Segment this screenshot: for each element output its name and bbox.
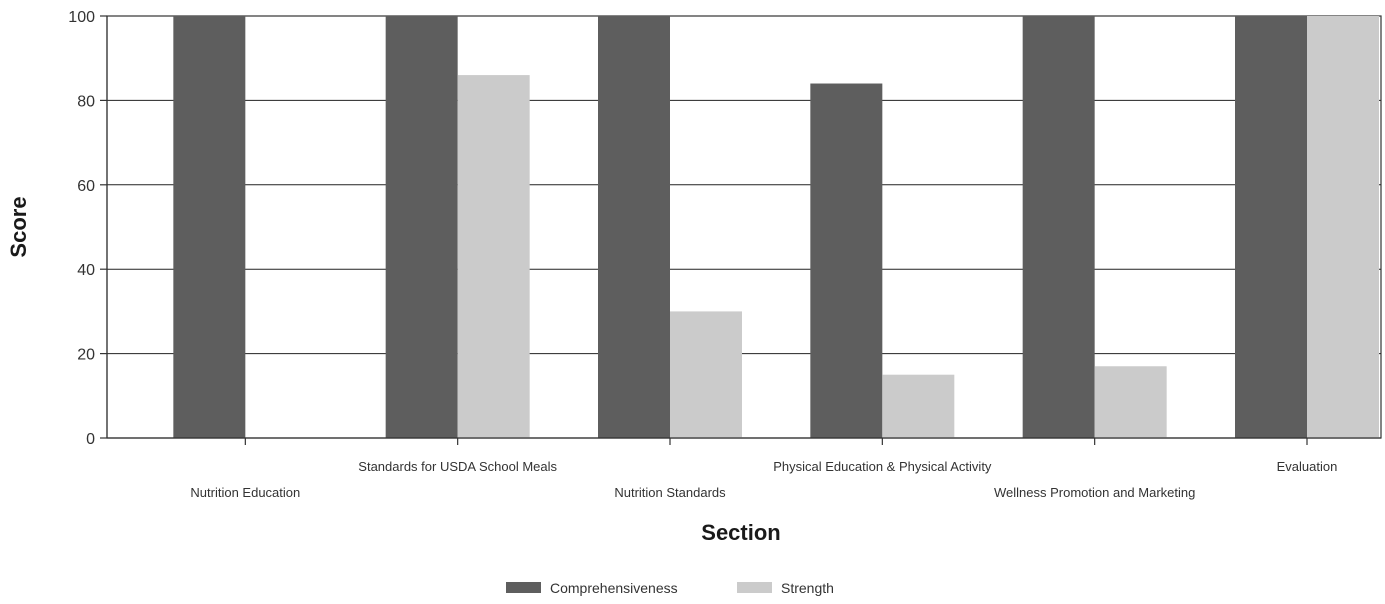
x-tick-label-1: Standards for USDA School Meals [358,459,557,474]
bar-strength-1 [457,75,530,438]
bar-strength-2 [670,311,742,438]
legend-label-comprehensiveness: Comprehensiveness [550,580,678,596]
y-tick-label-80: 80 [77,93,95,110]
x-tick-label-2: Nutrition Standards [614,485,726,500]
bar-comprehensiveness-2 [598,16,670,438]
y-tick-label-100: 100 [68,9,95,26]
bar-comprehensiveness-0 [173,16,246,438]
bar-strength-3 [882,374,955,438]
y-tick-label-60: 60 [77,178,95,195]
y-axis-ticks: 0 20 40 60 80 100 [68,9,107,448]
x-axis-title: Section [701,520,780,545]
bar-comprehensiveness-4 [1022,16,1095,438]
gridlines [107,99,1381,355]
y-axis-title: Score [6,196,31,257]
bars [173,16,1379,439]
y-tick-label-40: 40 [77,262,95,279]
y-tick-label-20: 20 [77,347,95,364]
x-axis-ticks: Nutrition Education Standards for USDA Sc… [190,438,1337,500]
bar-strength-5 [1307,16,1379,438]
bar-comprehensiveness-5 [1235,16,1307,438]
x-tick-label-3: Physical Education & Physical Activity [773,459,992,474]
bar-comprehensiveness-1 [385,16,458,438]
x-tick-label-5: Evaluation [1277,459,1338,474]
legend-swatch-comprehensiveness [506,582,541,593]
legend: Comprehensiveness Strength [506,580,834,596]
x-tick-label-0: Nutrition Education [190,485,300,500]
bar-strength-4 [1094,366,1167,438]
legend-label-strength: Strength [781,580,834,596]
legend-swatch-strength [737,582,772,593]
x-tick-label-4: Wellness Promotion and Marketing [994,485,1195,500]
bar-comprehensiveness-3 [810,83,883,439]
plot-area [106,15,1382,439]
y-tick-label-0: 0 [86,431,95,448]
